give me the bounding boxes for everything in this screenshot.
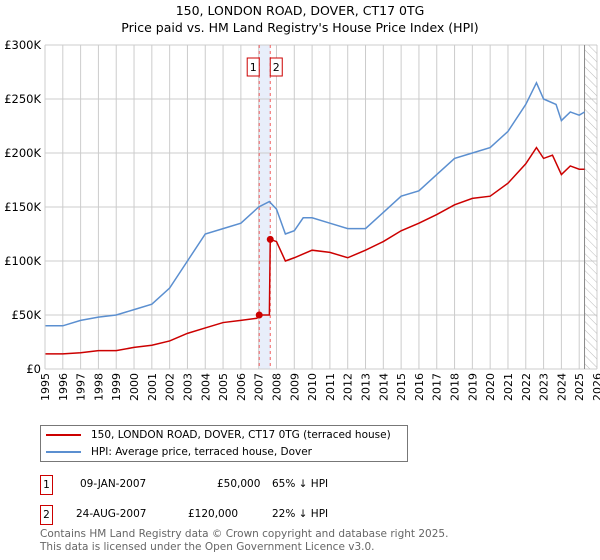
- x-tick-label: 2002: [164, 373, 177, 401]
- x-tick-label: 2022: [520, 373, 533, 401]
- x-tick-label: 2017: [431, 373, 444, 401]
- legend-item-property: 150, LONDON ROAD, DOVER, CT17 0TG (terra…: [46, 427, 391, 443]
- sale-row-2: 2 24-AUG-2007 £120,000 22% ↓ HPI: [40, 505, 600, 525]
- x-tick-label: 2009: [288, 373, 301, 401]
- x-tick-label: 2013: [360, 373, 373, 401]
- x-tick-label: 2015: [395, 373, 408, 401]
- y-tick-label: £150K: [4, 200, 41, 214]
- sale-flag-label: 2: [273, 61, 280, 74]
- y-tick-label: £0: [26, 362, 41, 376]
- x-tick-label: 2011: [324, 373, 337, 401]
- x-tick-label: 2018: [449, 373, 462, 401]
- x-tick-label: 1998: [92, 373, 105, 401]
- legend-item-hpi: HPI: Average price, terraced house, Dove…: [46, 444, 312, 460]
- sale-price: £50,000: [217, 478, 261, 490]
- legend-label: 150, LONDON ROAD, DOVER, CT17 0TG (terra…: [91, 429, 391, 441]
- x-tick-label: 2019: [466, 373, 479, 401]
- x-tick-label: 2012: [342, 373, 355, 401]
- sale-flag-label: 1: [250, 61, 257, 74]
- x-tick-label: 2004: [199, 373, 212, 401]
- x-tick-label: 1999: [110, 373, 123, 401]
- x-tick-label: 2023: [538, 373, 551, 401]
- footer-licence: This data is licensed under the Open Gov…: [40, 541, 375, 553]
- x-tick-label: 1997: [75, 373, 88, 401]
- x-tick-label: 2014: [377, 373, 390, 401]
- x-tick-label: 2003: [181, 373, 194, 401]
- x-tick-label: 2000: [128, 373, 141, 401]
- sale-hpi-diff: 65% ↓ HPI: [272, 478, 329, 490]
- sale-point: [255, 311, 263, 319]
- price-chart: 1995 1996 1997 1998 1999 2000 2001 2002 2003 2004…: [4, 38, 600, 401]
- legend-label: HPI: Average price, terraced house, Dove…: [91, 446, 312, 458]
- sale-marker-label: 2: [40, 505, 53, 525]
- x-tick-label: 2008: [270, 373, 283, 401]
- legend-swatch-blue: [46, 451, 81, 453]
- forecast-hatch: [584, 45, 597, 369]
- title-line-1: 150, LONDON ROAD, DOVER, CT17 0TG: [175, 3, 425, 18]
- chart-title: 150, LONDON ROAD, DOVER, CT17 0TG Price …: [0, 2, 600, 36]
- x-tick-label: 2007: [253, 373, 266, 401]
- x-tick-label: 2005: [217, 373, 230, 401]
- sale-point: [266, 235, 274, 243]
- x-tick-label: 2024: [555, 373, 568, 401]
- title-line-2: Price paid vs. HM Land Registry's House …: [121, 20, 479, 35]
- legend-swatch-red: [46, 434, 81, 436]
- x-tick-label: 2006: [235, 373, 248, 401]
- footer: Contains HM Land Registry data © Crown c…: [40, 528, 448, 554]
- y-tick-label: £250K: [4, 92, 41, 106]
- y-tick-label: £200K: [4, 146, 41, 160]
- x-tick-label: 2026: [591, 373, 600, 401]
- sale-marker-label: 1: [40, 475, 53, 495]
- x-tick-label: 1996: [57, 373, 70, 401]
- series-line-hpi: [45, 81, 585, 327]
- x-tick-label: 2021: [502, 373, 515, 401]
- sale-row-1: 1 09-JAN-2007 £50,000 65% ↓ HPI: [40, 475, 600, 495]
- sale-flag-box: [269, 57, 283, 77]
- x-tick-label: 2010: [306, 373, 319, 401]
- x-tick-label: 2016: [413, 373, 426, 401]
- y-tick-label: £300K: [4, 38, 41, 52]
- sale-date: 09-JAN-2007: [80, 478, 147, 490]
- x-tick-label: 2001: [146, 373, 159, 401]
- y-tick-label: £50K: [12, 308, 42, 322]
- series-line-property: [45, 146, 585, 355]
- y-tick-label: £100K: [4, 254, 41, 268]
- x-tick-label: 2020: [484, 373, 497, 401]
- x-tick-label: 2025: [573, 373, 586, 401]
- sale-date: 24-AUG-2007: [76, 508, 147, 520]
- sale-price: £120,000: [188, 508, 239, 520]
- footer-copyright: Contains HM Land Registry data © Crown c…: [40, 528, 449, 540]
- sale-hpi-diff: 22% ↓ HPI: [272, 508, 329, 520]
- sale-flag-box: [246, 57, 260, 77]
- legend: 150, LONDON ROAD, DOVER, CT17 0TG (terra…: [40, 425, 408, 462]
- x-tick-label: 1995: [39, 373, 52, 401]
